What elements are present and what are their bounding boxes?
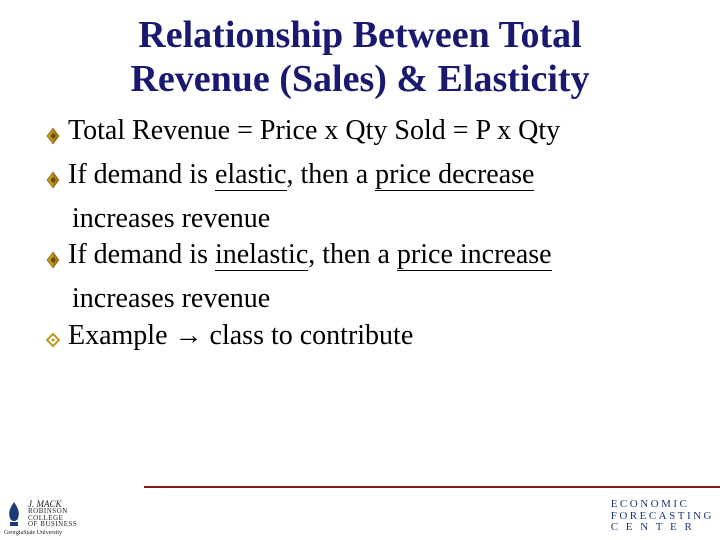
bullet-continuation: increases revenue [44,201,690,237]
logo-economic-forecasting-center: ECONOMIC FORECASTING C E N T E R [611,499,714,534]
bullet-item: Total Revenue = Price x Qty Sold = P x Q… [44,113,690,155]
bullet-text: If demand is inelastic, then a price inc… [68,237,690,273]
diamond-icon [44,163,62,199]
diamond-outline-icon [44,323,62,359]
bullet-text: Total Revenue = Price x Qty Sold = P x Q… [68,113,690,149]
bullet-item: Example → class to contribute [44,317,690,359]
title-line-1: Relationship Between Total [0,14,720,58]
bullet-text: Example → class to contribute [68,317,690,354]
title-line-2: Revenue (Sales) & Elasticity [0,58,720,102]
bullet-text: If demand is elastic, then a price decre… [68,157,690,193]
flame-icon [4,500,24,528]
bullet-continuation: increases revenue [44,281,690,317]
logo-left-sub: GeorgiaState University [4,530,124,536]
diamond-icon [44,243,62,279]
diamond-icon [44,119,62,155]
bullet-item: If demand is elastic, then a price decre… [44,157,690,199]
bullet-item: If demand is inelastic, then a price inc… [44,237,690,279]
slide-title: Relationship Between Total Revenue (Sale… [0,0,720,101]
logo-left-line3: OF BUSINESS [28,521,77,528]
slide: Relationship Between Total Revenue (Sale… [0,0,720,540]
logo-right-line3: C E N T E R [611,522,714,534]
footer-rule [144,486,720,488]
logo-georgia-state: J. MACK ROBINSON COLLEGE OF BUSINESS Geo… [4,480,124,536]
slide-body: Total Revenue = Price x Qty Sold = P x Q… [0,101,720,358]
slide-footer: J. MACK ROBINSON COLLEGE OF BUSINESS Geo… [0,474,720,540]
